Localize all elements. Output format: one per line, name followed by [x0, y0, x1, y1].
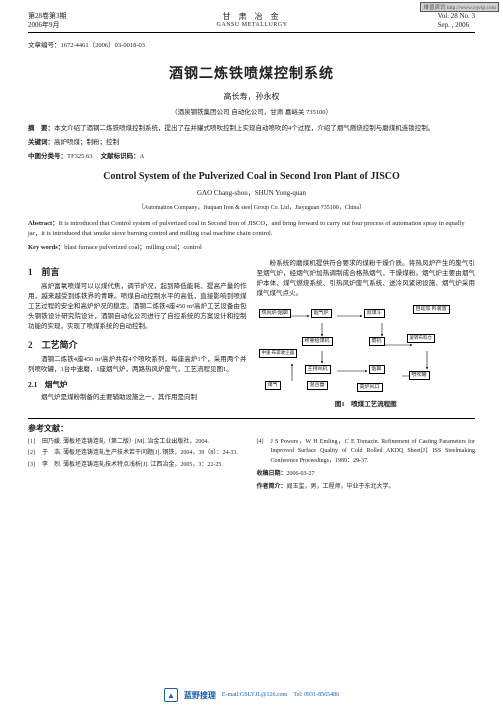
ref-item: [2] 于 浩. 薄板坯连铸连轧生产技术若干问题[J]. 钢铁，2004，39（… — [28, 449, 247, 458]
section-2-heading: 2 工艺简介 — [28, 338, 247, 351]
article-number: 文章编号：1672-4461（2006）03-0018-03 — [28, 39, 475, 49]
volume-no-en: Vol. 28 No. 3 — [438, 12, 475, 21]
affiliation-en: （Automation Company，Jiuquan Iron & steel… — [28, 202, 475, 211]
article-title-cn: 酒钢二炼铁喷煤控制系统 — [28, 63, 475, 83]
clc-label: 中图分类号： — [28, 153, 67, 160]
abstract-cn: 摘 要：本文介绍了酒钢二炼铁喷煤控制系统，提出了在并罐式喷吹控制上实现自动喷吹的… — [28, 124, 475, 134]
keywords-en-label: Key words： — [28, 244, 64, 251]
author-bio-text: 阎玉玺，男，工程师，毕业于东北大学。 — [287, 484, 395, 490]
ref-num: [4] — [257, 438, 271, 466]
node-mill: 磨机 — [369, 337, 385, 347]
ref-num: [3] — [28, 461, 42, 470]
node-collector: 中速 布袋收尘器 — [259, 349, 298, 358]
refs-right-col: [4] J S Powers，W H Emling，C E Tomazin. R… — [257, 438, 476, 492]
keywords-cn-text: 高炉喷煤；制粉；控制 — [54, 139, 119, 146]
ref-item: [1] 田乃媛. 薄板坯连铸连轧（第二版）[M]. 冶金工业出版社，2004. — [28, 438, 247, 447]
authors-cn: 高长寿，孙永权 — [28, 91, 475, 102]
classification-line: 中图分类号：TF325.63 文献标识码：A — [28, 152, 475, 162]
journal-name-en: GANSU METALLURGY — [217, 22, 288, 30]
keywords-en: Key words：blast furnace pulverized coal；… — [28, 243, 475, 253]
issue-date-cn: 2006年9月 — [28, 21, 67, 30]
ref-item: [4] J S Powers，W H Emling，C E Tomazin. R… — [257, 438, 476, 466]
abstract-en-text: It is introduced that Control system of … — [28, 220, 465, 237]
node-furnace: 热风炉/烟囱 — [259, 309, 291, 319]
abstract-cn-text: 本文介绍了酒钢二炼铁喷煤控制系统，提出了在并罐式喷吹控制上实现自动喷吹的4个过程… — [54, 125, 434, 132]
ref-num: [2] — [28, 449, 42, 458]
footer-brand: 蓝野搜理 — [184, 690, 216, 701]
ref-text: 于 浩. 薄板坯连铸连轧生产技术若干问题[J]. 钢铁，2004，39（8）：2… — [42, 449, 238, 458]
footer-logo-icon: ▲ — [164, 688, 178, 702]
author-bio-label: 作者简介： — [257, 484, 287, 490]
refs-left-col: [1] 田乃媛. 薄板坯连铸连轧（第二版）[M]. 冶金工业出版社，2004. … — [28, 438, 247, 492]
col2-para: 粉系统的磨煤机提供符合要求的煤粉干燥介质。将热风炉产生的废气引至烟气炉，经烟气炉… — [257, 259, 476, 299]
node-chimney: 烟囱 — [369, 365, 385, 375]
references-heading: 参考文献： — [28, 423, 475, 434]
node-smoke-stove: 烟气炉 — [311, 309, 332, 319]
doccode-value: A — [140, 153, 145, 160]
issue-info-right: Vol. 28 No. 3 Sep. , 2006 — [438, 12, 475, 30]
clc-value: TF325.63 — [67, 153, 92, 160]
left-column: 1 前言 高炉富氧喷煤可以以煤代焦，调节炉况，起到降低能耗、提高产量的作用，越来… — [28, 259, 247, 408]
footer-tel: Tel: 0931-8565486 — [293, 692, 339, 698]
received-date: 收稿日期：2006-03-27 — [257, 470, 476, 479]
section-1-heading: 1 前言 — [28, 265, 247, 278]
right-column: 粉系统的磨煤机提供符合要求的煤粉干燥介质。将热风炉产生的废气引至烟气炉，经烟气炉… — [257, 259, 476, 408]
references-divider — [28, 418, 475, 419]
node-coal-bin: 原煤斗 — [364, 309, 385, 319]
flowchart-figure: 热风炉/烟囱 烟气炉 原煤斗 自动加 料装置 称量给煤机 磨机 旋转布料仓 中速… — [257, 301, 476, 396]
running-head: 第28卷第3期 2006年9月 甘 肃 冶 金 GANSU METALLURGY… — [28, 12, 475, 33]
article-title-en: Control System of the Pulverized Coal in… — [28, 171, 475, 182]
page-content: 第28卷第3期 2006年9月 甘 肃 冶 金 GANSU METALLURGY… — [0, 0, 503, 492]
recv-label: 收稿日期： — [257, 471, 287, 477]
ref-text: 田乃媛. 薄板坯连铸连轧（第二版）[M]. 冶金工业出版社，2004. — [42, 438, 209, 447]
ref-item: [3] 李 烈. 薄板坯连铸连轧技术特点浅析[J]. 江西冶金，2005，3：2… — [28, 461, 247, 470]
abstract-cn-label: 摘 要： — [28, 125, 54, 132]
node-inject-tank: 喷吹罐 — [409, 371, 430, 381]
abstract-en-label: Abstract： — [28, 220, 59, 227]
recv-value: 2006-03-27 — [287, 471, 315, 477]
journal-title: 甘 肃 冶 金 GANSU METALLURGY — [217, 12, 288, 30]
body-columns: 1 前言 高炉富氧喷煤可以以煤代焦，调节炉况，起到降低能耗、提高产量的作用，越来… — [28, 259, 475, 408]
node-mixer: 混合器 — [307, 381, 328, 391]
section-2-1-para: 烟气炉是煤粉制备的主要辅助设施之一，其作用是向制 — [28, 393, 247, 403]
references: [1] 田乃媛. 薄板坯连铸连轧（第二版）[M]. 冶金工业出版社，2004. … — [28, 438, 475, 492]
figure-1-caption: 图1 喷煤工艺流程图 — [257, 398, 476, 408]
affiliation-cn: （酒泉钢铁集团公司 自动化公司，甘肃 嘉峪关 735100） — [28, 106, 475, 116]
node-autoloader: 自动加 料装置 — [413, 305, 450, 315]
volume-issue: 第28卷第3期 — [28, 12, 67, 21]
journal-name-cn: 甘 肃 冶 金 — [217, 12, 288, 22]
abstract-en: Abstract：It is introduced that Control s… — [28, 219, 475, 239]
ref-num: [1] — [28, 438, 42, 447]
page-footer: ▲ 蓝野搜理 E-mail:GSLYJL@126.com Tel: 0931-8… — [0, 688, 503, 702]
authors-en: GAO Chang-shou，SHUN Yong-quan — [28, 188, 475, 198]
section-2-para: 酒钢二炼铁4座450 m³高炉共有4个喷吹系列，每座高炉1个，采用两个并列喷吹罐… — [28, 355, 247, 375]
node-fan: 主排风机 — [305, 365, 331, 375]
node-distributor: 旋转布料仓 — [407, 334, 436, 343]
doccode-label: 文献标识码： — [101, 153, 140, 160]
author-bio: 作者简介：阎玉玺，男，工程师，毕业于东北大学。 — [257, 483, 476, 492]
node-feeder: 称量给煤机 — [302, 337, 333, 347]
footer-email: E-mail:GSLYJL@126.com — [222, 692, 287, 698]
ref-text: J S Powers，W H Emling，C E Tomazin. Refin… — [271, 438, 476, 466]
ref-text: 李 烈. 薄板坯连铸连轧技术特点浅析[J]. 江西冶金，2005，3：22-25… — [42, 461, 223, 470]
section-2-1-heading: 2.1 烟气炉 — [28, 379, 247, 390]
keywords-cn-label: 关键词： — [28, 139, 54, 146]
node-gas: 煤气 — [265, 381, 281, 391]
keywords-cn: 关键词：高炉喷煤；制粉；控制 — [28, 138, 475, 148]
section-1-para: 高炉富氧喷煤可以以煤代焦，调节炉况，起到降低能耗、提高产量的作用，越来越受到炼铁… — [28, 282, 247, 332]
keywords-en-text: blast furnace pulverized coal；milling co… — [64, 244, 202, 251]
issue-info-left: 第28卷第3期 2006年9月 — [28, 12, 67, 30]
issue-date-en: Sep. , 2006 — [438, 21, 475, 30]
node-tuyere: 高炉风口 — [357, 383, 383, 393]
corner-url: 维普资讯 http://www.cqvip.com — [420, 2, 499, 12]
